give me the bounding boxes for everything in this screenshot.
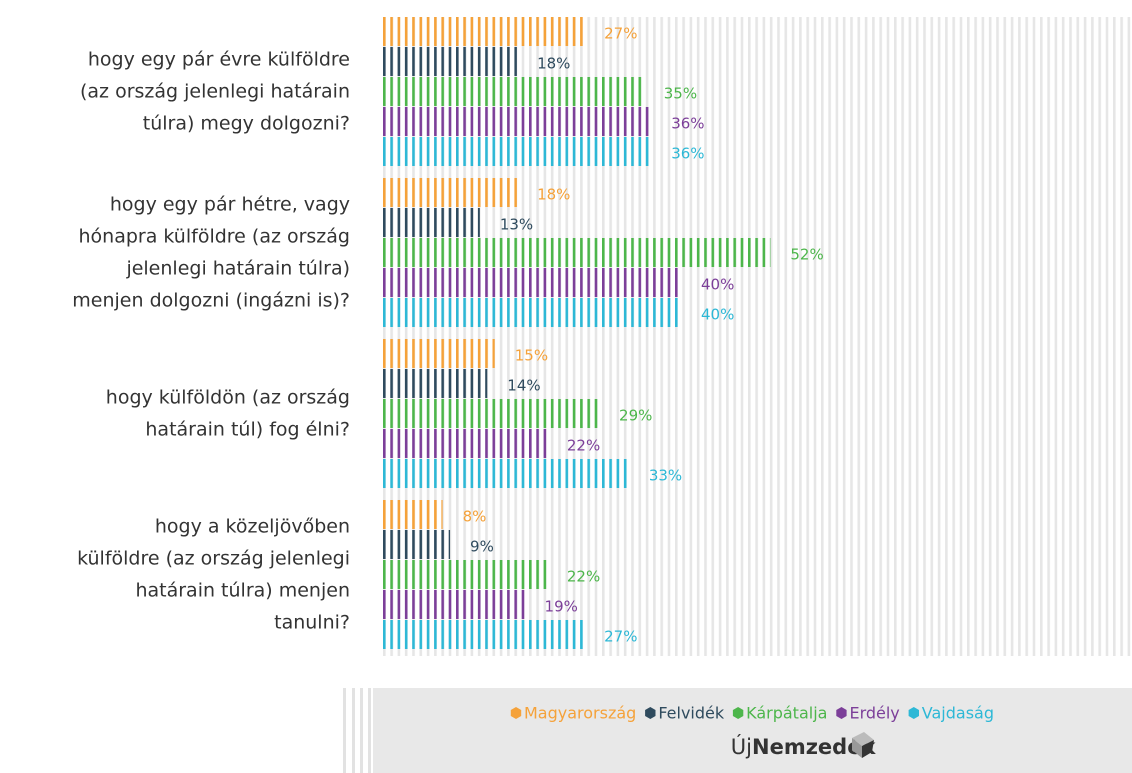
legend-label: Erdély (849, 704, 899, 723)
category-label: tanulni? (274, 612, 350, 634)
category-label: túlra) megy dolgozni? (143, 113, 350, 135)
value-label: 40% (701, 276, 734, 294)
bar (383, 47, 518, 76)
brand-logo (852, 732, 874, 758)
value-label: 35% (664, 85, 697, 103)
value-label: 33% (649, 467, 682, 485)
bar (383, 77, 644, 106)
category-label: hogy a közeljövőben (155, 516, 350, 538)
legend-marker (908, 707, 919, 719)
bar (383, 208, 480, 237)
bar (383, 620, 585, 649)
legend-side-stripes (343, 688, 371, 773)
legend-label: Magyarország (524, 704, 636, 723)
bar (383, 339, 495, 368)
bar (383, 298, 681, 327)
category-label: hogy egy pár évre külföldre (88, 49, 350, 71)
bar (383, 399, 600, 428)
value-label: 14% (507, 377, 540, 395)
value-label: 29% (619, 407, 652, 425)
bar (383, 369, 488, 398)
brand-prefix: Új (731, 734, 752, 759)
legend-marker (645, 707, 656, 719)
value-label: 27% (604, 25, 637, 43)
bar (383, 590, 525, 619)
category-label: hogy egy pár hétre, vagy (110, 194, 350, 216)
category-label: külföldre (az ország jelenlegi (77, 548, 350, 570)
value-label: 13% (500, 216, 533, 234)
bar (383, 17, 585, 46)
value-label: 15% (515, 347, 548, 365)
value-label: 27% (604, 628, 637, 646)
bar (383, 137, 652, 166)
value-label: 22% (567, 437, 600, 455)
category-label: hónapra külföldre (az ország (78, 226, 350, 248)
category-label: (az ország jelenlegi határain (80, 81, 350, 103)
value-label: 40% (701, 306, 734, 324)
value-label: 36% (671, 145, 704, 163)
bar (383, 459, 629, 488)
value-label: 18% (537, 55, 570, 73)
value-label: 19% (545, 598, 578, 616)
bar (383, 500, 443, 529)
legend-box (373, 688, 1132, 773)
legend-label: Felvidék (658, 704, 725, 723)
legend-marker (732, 707, 744, 719)
bar (383, 429, 547, 458)
bar (383, 107, 652, 136)
bar (383, 560, 547, 589)
value-label: 18% (537, 186, 570, 204)
bar (383, 530, 451, 559)
legend: Magyarország Felvidék Kárpátalja Erdély Vajd… (510, 704, 994, 723)
legend-item: Vajdaság (908, 704, 994, 723)
value-label: 36% (671, 115, 704, 133)
category-label: határain túl) fog élni? (145, 419, 350, 441)
category-label: hogy külföldön (az ország (106, 387, 350, 409)
bar (383, 268, 681, 297)
legend-item: Kárpátalja (732, 704, 827, 723)
bar (383, 238, 771, 267)
category-label: határain túlra) menjen (135, 580, 350, 602)
value-label: 9% (470, 538, 494, 556)
bar (383, 178, 518, 207)
legend-item: Felvidék (645, 704, 725, 723)
legend-marker (836, 707, 847, 719)
value-label: 52% (790, 246, 823, 264)
legend-item: Magyarország (510, 704, 636, 723)
value-label: 8% (463, 508, 487, 526)
legend-label: Vajdaság (922, 704, 994, 723)
legend-item: Erdély (836, 704, 900, 723)
category-label: menjen dolgozni (ingázni is)? (72, 290, 350, 312)
category-label: jelenlegi határain túlra) (125, 258, 350, 280)
legend-marker (510, 707, 522, 719)
legend-label: Kárpátalja (746, 704, 827, 723)
value-label: 22% (567, 568, 600, 586)
